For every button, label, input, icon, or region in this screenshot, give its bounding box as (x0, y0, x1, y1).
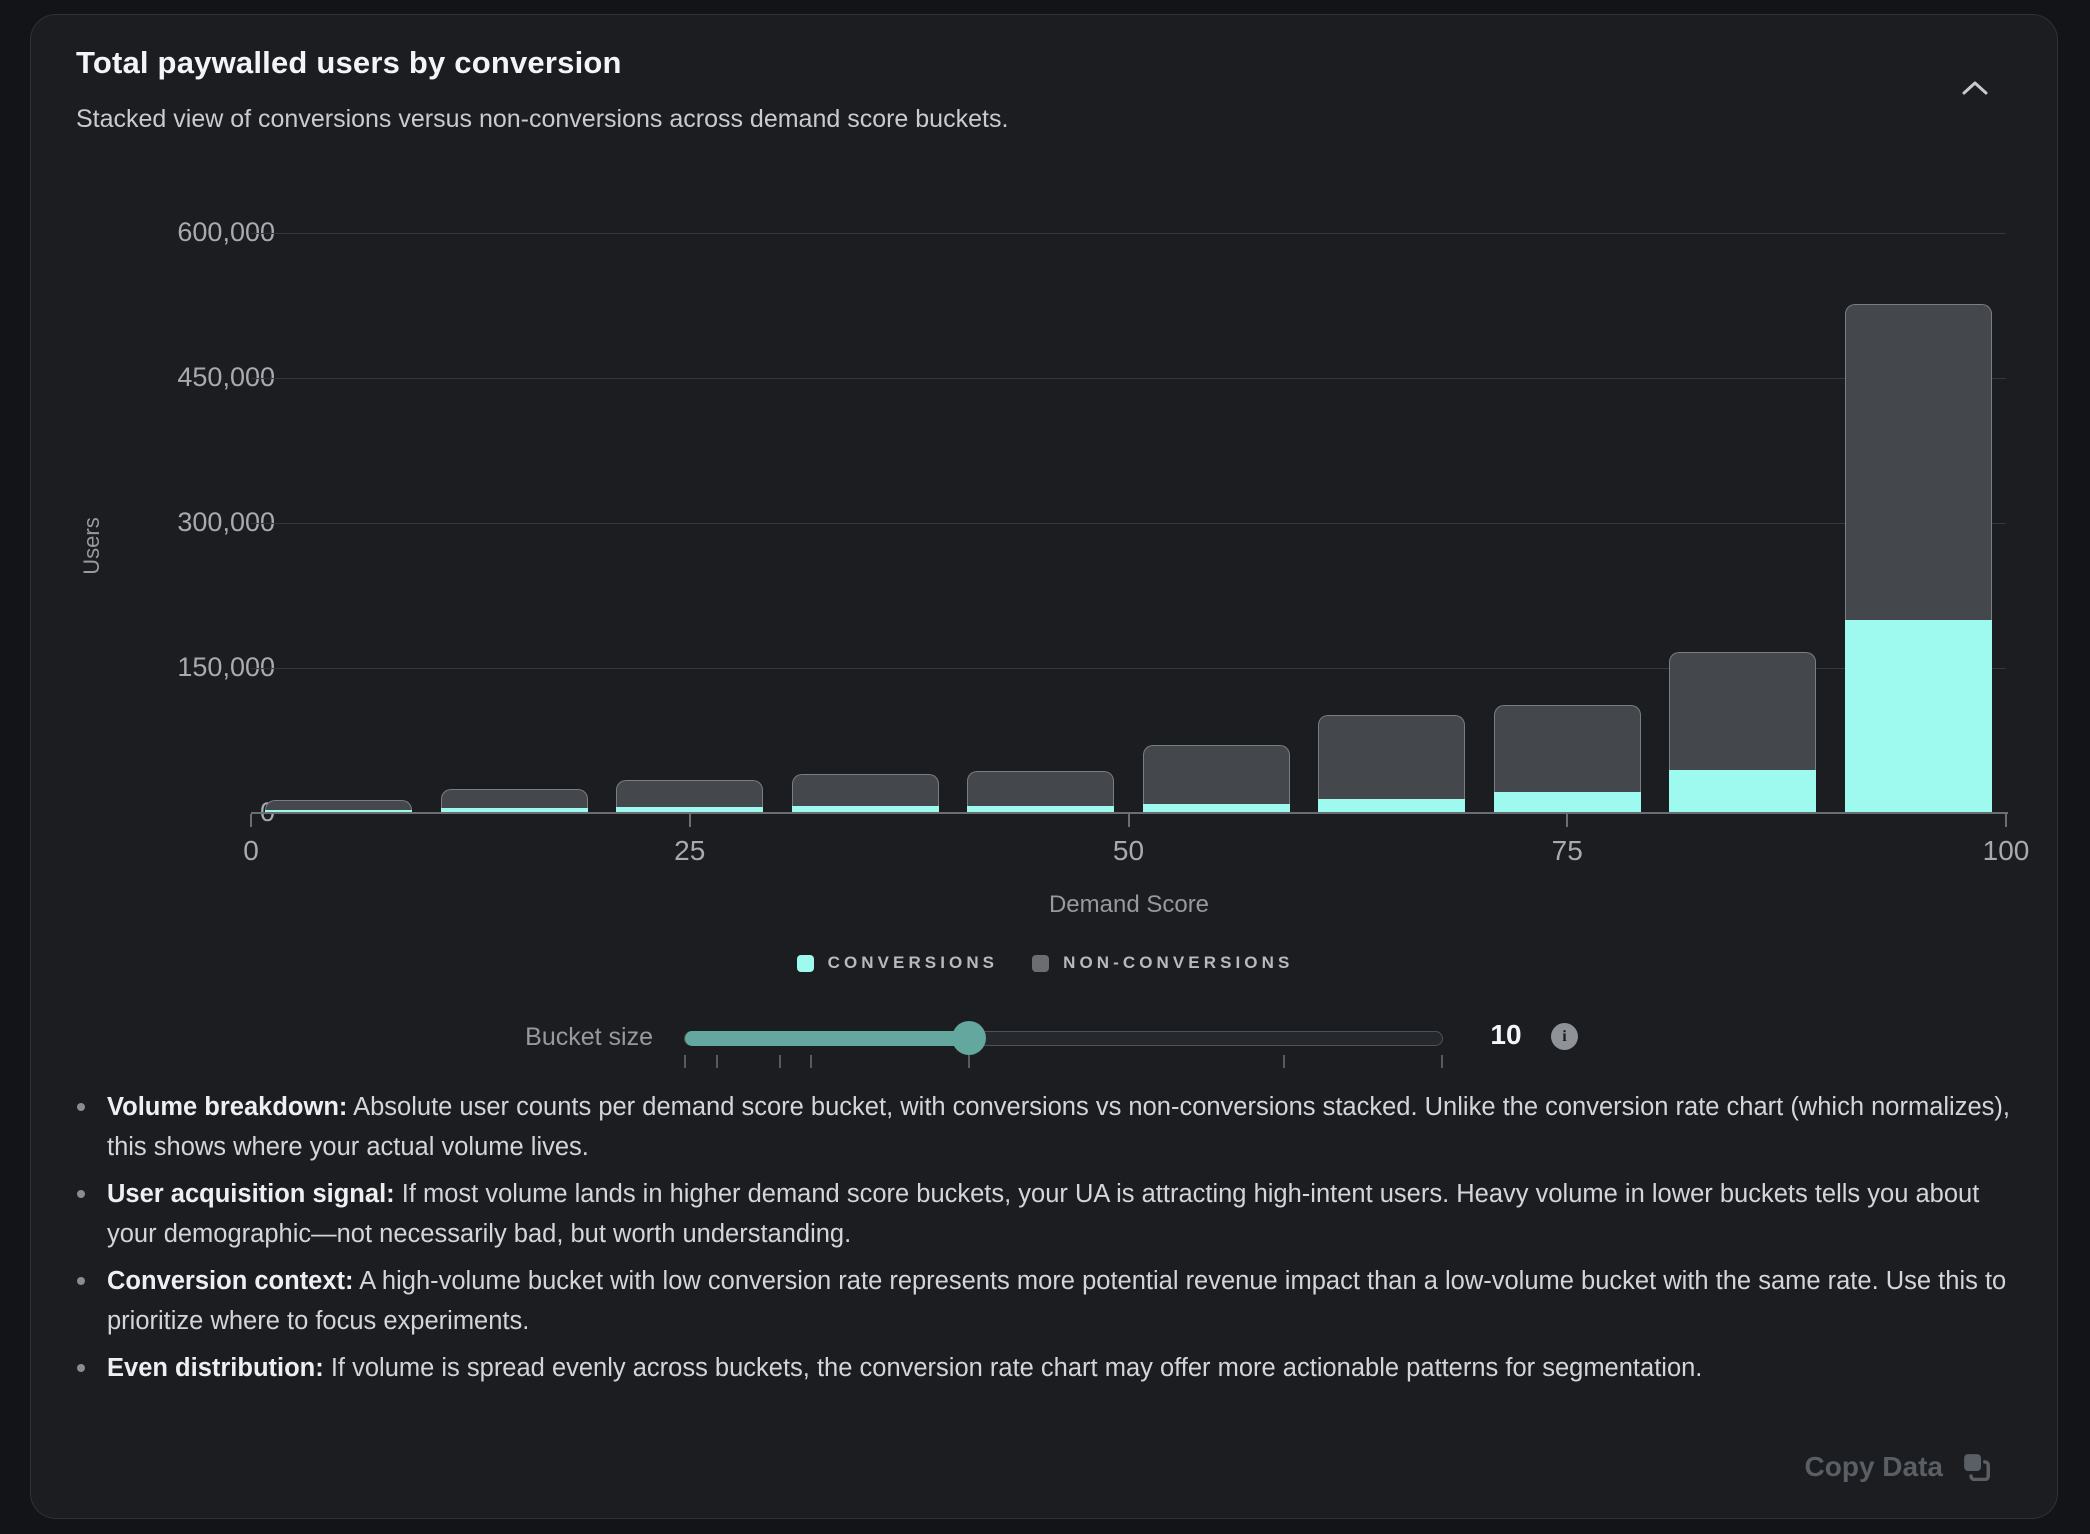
x-tick-label: 50 (1112, 835, 1145, 866)
insight-notes: Volume breakdown: Absolute user counts p… (61, 1087, 2026, 1395)
stacked-bar-plot (251, 232, 2006, 813)
bullet-dot (77, 1190, 85, 1198)
legend-swatch (796, 954, 814, 972)
bullet-dot (77, 1103, 85, 1111)
note-text: If most volume lands in higher demand sc… (107, 1180, 1980, 1248)
gridline (251, 522, 2006, 524)
legend-label: CONVERSIONS (827, 953, 999, 972)
note-volume-breakdown: Volume breakdown: Absolute user counts p… (61, 1087, 2026, 1167)
non-conversions-segment[interactable] (1318, 715, 1466, 799)
conversions-segment[interactable] (1844, 619, 1992, 813)
y-tick-label: 450,000 (177, 362, 275, 392)
legend-item-non-conversions[interactable]: NON-CONVERSIONS (1032, 953, 1293, 973)
bucket-size-label: Bucket size (525, 1023, 653, 1051)
non-conversions-segment[interactable] (1493, 704, 1641, 792)
bar-bucket-60-70[interactable] (1318, 715, 1466, 813)
card-title: Total paywalled users by conversion (76, 45, 622, 80)
bar-bucket-20-30[interactable] (616, 780, 764, 813)
x-tick-mark (1127, 814, 1130, 827)
conversions-segment[interactable] (1142, 804, 1290, 813)
chevron-up-icon (1962, 80, 1988, 99)
non-conversions-segment[interactable] (440, 788, 588, 809)
bar-bucket-30-40[interactable] (791, 774, 939, 813)
gridline (251, 232, 2006, 234)
conversions-segment[interactable] (440, 808, 588, 813)
non-conversions-segment[interactable] (616, 780, 764, 808)
note-label: User acquisition signal: (107, 1180, 395, 1208)
x-tick-label: 100 (1982, 835, 2030, 866)
slider-tick-10 (967, 1055, 970, 1068)
info-icon[interactable]: i (1551, 1023, 1578, 1050)
bar-bucket-70-80[interactable] (1493, 704, 1641, 813)
bullet-dot (77, 1277, 85, 1285)
note-label: Even distribution: (107, 1354, 324, 1382)
legend-label: NON-CONVERSIONS (1063, 953, 1294, 972)
chart-card: Total paywalled users by conversion Stac… (30, 14, 2058, 1519)
bucket-size-value: 10 (1490, 1019, 1522, 1050)
slider-tick-20 (1283, 1055, 1286, 1068)
gridline (251, 667, 2006, 669)
chart-legend: CONVERSIONS NON-CONVERSIONS (31, 953, 2059, 973)
bar-bucket-50-60[interactable] (1142, 745, 1290, 813)
legend-item-conversions[interactable]: CONVERSIONS (796, 953, 999, 973)
x-tick-label: 25 (674, 835, 706, 866)
x-axis-title: Demand Score (1048, 891, 1210, 918)
bar-bucket-10-20[interactable] (440, 788, 588, 813)
bar-bucket-0-10[interactable] (265, 799, 413, 813)
non-conversions-segment[interactable] (1142, 745, 1290, 805)
copy-data-label: Copy Data (1804, 1451, 1943, 1482)
slider-tick-1 (684, 1055, 686, 1068)
non-conversions-segment[interactable] (791, 774, 939, 807)
x-tick-mark (250, 814, 252, 827)
y-tick-label: 0 (75, 797, 275, 828)
conversions-segment[interactable] (265, 810, 413, 813)
x-tick-label: 0 (243, 835, 259, 866)
bar-bucket-90-100[interactable] (1844, 303, 1992, 813)
note-text: If volume is spread evenly across bucket… (330, 1354, 1703, 1382)
note-conversion-context: Conversion context: A high-volume bucket… (61, 1261, 2026, 1341)
x-tick-mark (2005, 814, 2007, 827)
card-subtitle: Stacked view of conversions versus non-c… (76, 105, 1009, 133)
note-even-distribution: Even distribution: If volume is spread e… (61, 1348, 2026, 1388)
bar-bucket-40-50[interactable] (967, 771, 1115, 813)
slider-fill (685, 1031, 970, 1046)
legend-swatch (1032, 954, 1050, 972)
non-conversions-segment[interactable] (1844, 303, 1992, 620)
note-text: Absolute user counts per demand score bu… (107, 1093, 2010, 1161)
note-label: Volume breakdown: (107, 1093, 348, 1121)
x-tick-mark (1566, 814, 1569, 827)
bar-bucket-80-90[interactable] (1669, 651, 1817, 813)
non-conversions-segment[interactable] (967, 771, 1115, 807)
bucket-size-slider-handle[interactable] (951, 1021, 986, 1055)
slider-tick-5 (810, 1055, 813, 1068)
note-label: Conversion context: (107, 1267, 354, 1295)
conversions-segment[interactable] (791, 806, 939, 813)
non-conversions-segment[interactable] (265, 799, 413, 811)
y-tick-label: 300,000 (177, 507, 275, 537)
slider-tick-2 (715, 1055, 718, 1068)
x-axis-line (251, 812, 2008, 814)
non-conversions-segment[interactable] (1669, 651, 1817, 770)
bullet-dot (77, 1364, 85, 1372)
gridline (251, 377, 2006, 379)
x-tick-mark (688, 814, 691, 827)
slider-tick-25 (1441, 1055, 1443, 1068)
copy-data-button[interactable]: Copy Data (1805, 1447, 1991, 1487)
note-user-acquisition-signal: User acquisition signal: If most volume … (61, 1174, 2026, 1254)
collapse-button[interactable] (1949, 67, 2001, 111)
copy-icon (1961, 1451, 1991, 1484)
x-tick-label: 75 (1551, 835, 1583, 866)
conversions-segment[interactable] (967, 806, 1115, 813)
slider-tick-4 (778, 1055, 781, 1068)
note-text: A high-volume bucket with low conversion… (107, 1267, 2007, 1335)
conversions-segment[interactable] (616, 807, 764, 813)
bucket-size-slider-track[interactable] (684, 1031, 1443, 1046)
y-tick-label: 600,000 (177, 217, 275, 247)
conversions-segment[interactable] (1669, 769, 1817, 813)
conversions-segment[interactable] (1493, 791, 1641, 813)
y-tick-label: 150,000 (177, 652, 275, 682)
conversions-segment[interactable] (1318, 798, 1466, 813)
